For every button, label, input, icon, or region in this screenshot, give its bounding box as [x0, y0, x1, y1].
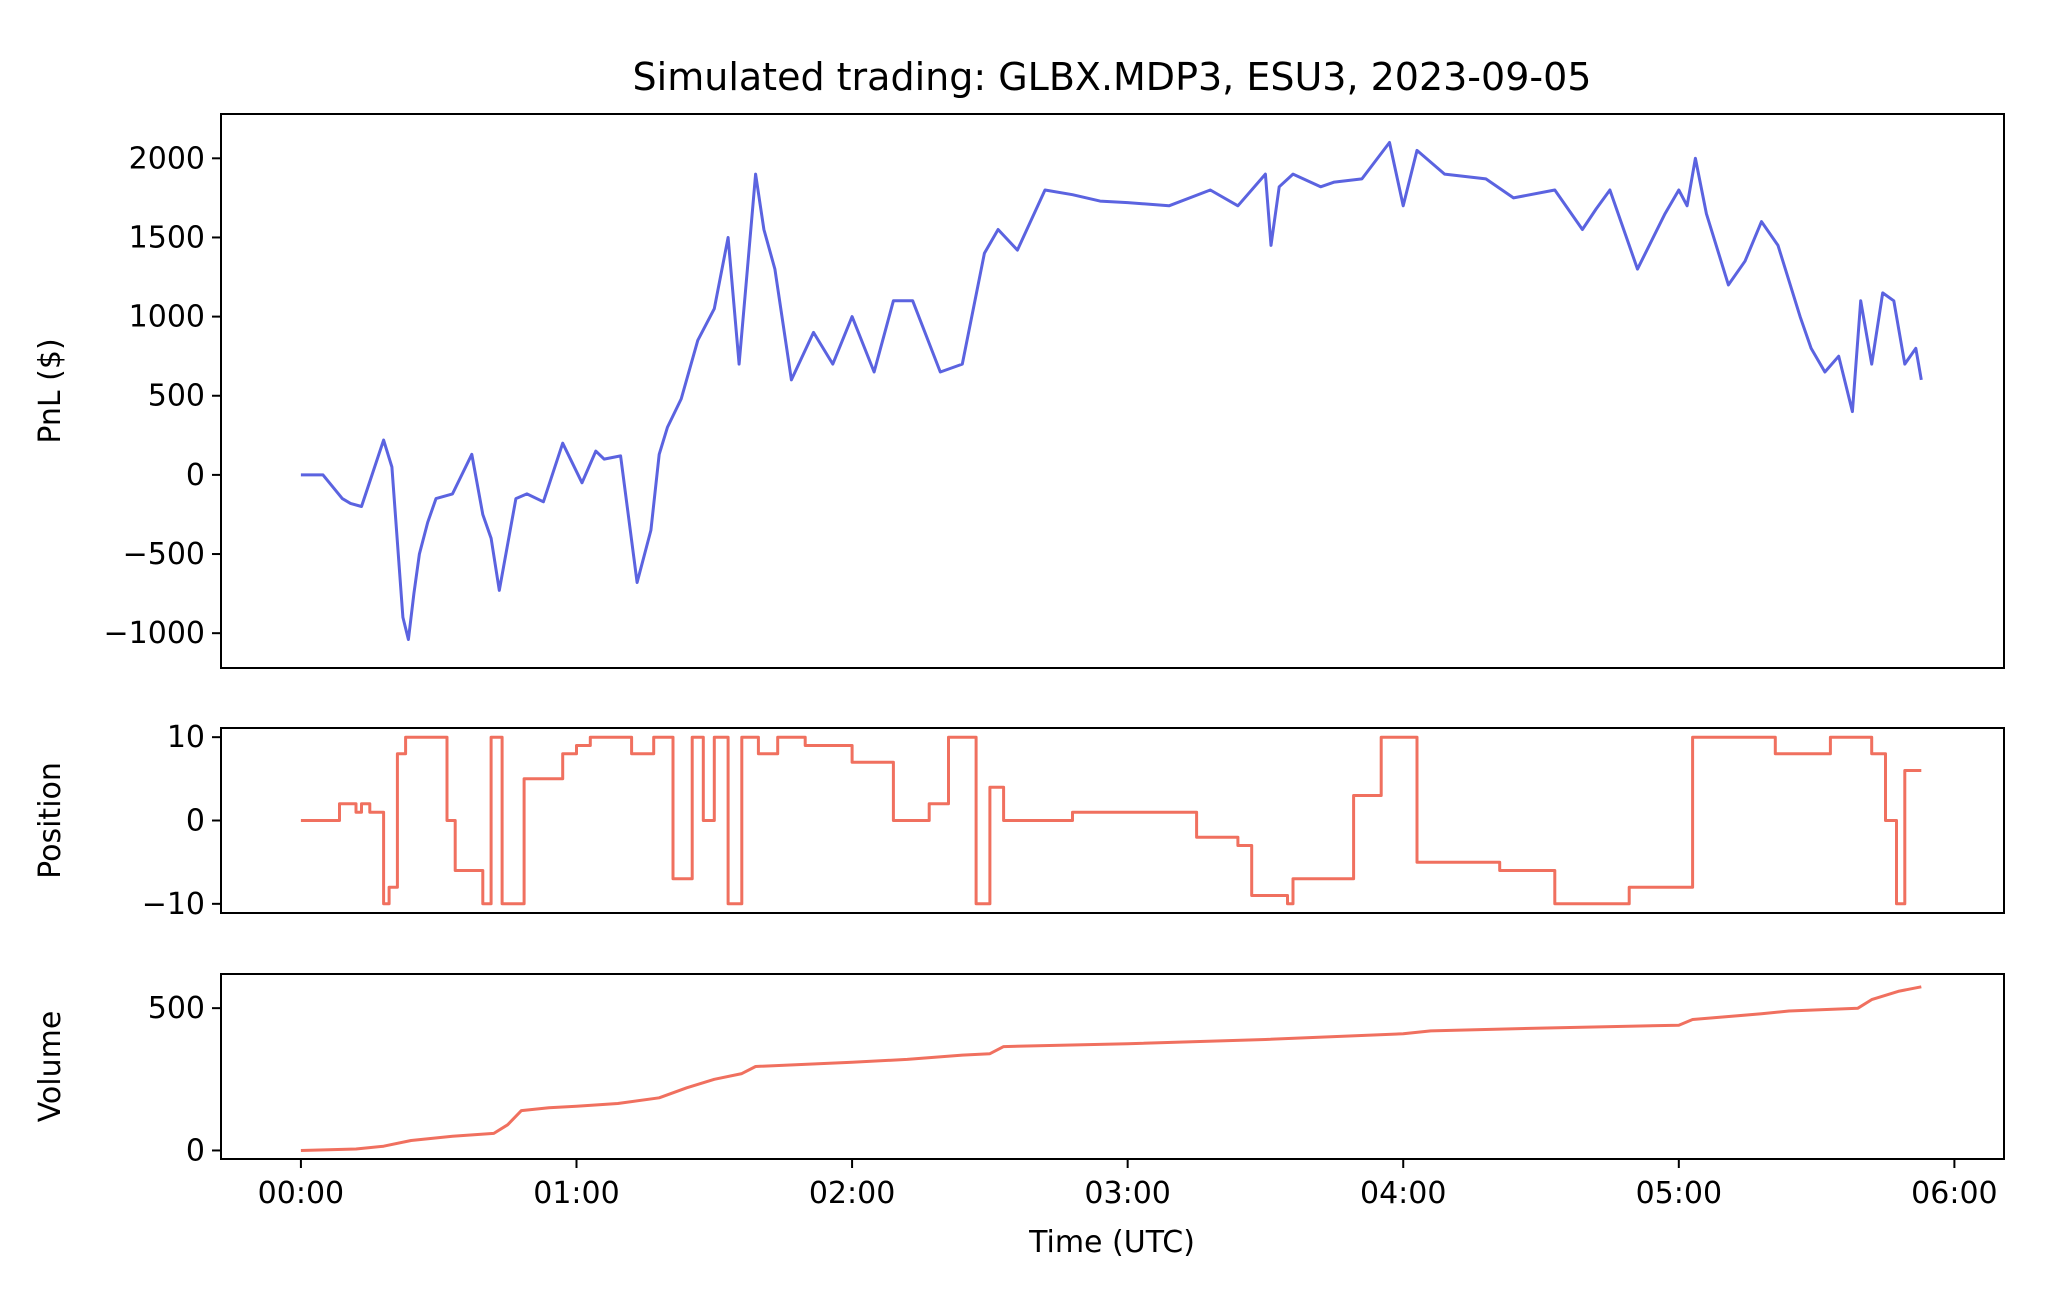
x-axis-label: Time (UTC) — [1028, 1225, 1195, 1260]
pnl-y-tick-label: −1000 — [104, 616, 205, 651]
volume-y-tick-label: 500 — [148, 991, 205, 1026]
volume-axes-frame — [220, 973, 2005, 1160]
pnl-y-tick-label: −500 — [123, 537, 205, 572]
position-y-tick-label: 10 — [167, 720, 205, 755]
x-tick-label: 04:00 — [1360, 1176, 1446, 1211]
x-tick-label: 02:00 — [809, 1176, 895, 1211]
pnl-y-tick-label: 1500 — [129, 220, 205, 255]
pnl-y-tick-label: 500 — [148, 379, 205, 414]
pnl-series-line — [300, 141, 1923, 641]
x-tick-label: 06:00 — [1911, 1176, 1997, 1211]
volume-series-line — [300, 985, 1922, 1152]
pnl-axes-frame — [220, 113, 2005, 669]
x-tick-label: 01:00 — [533, 1176, 619, 1211]
volume-y-axis-label: Volume — [33, 1011, 68, 1123]
x-tick-label: 00:00 — [258, 1176, 344, 1211]
position-panel: −10 0 10 Position — [33, 720, 2005, 922]
position-axes-frame — [220, 727, 2005, 914]
position-y-tick-label: 0 — [186, 804, 205, 839]
x-tick-label: 05:00 — [1636, 1176, 1722, 1211]
pnl-y-tick-label: 1000 — [129, 300, 205, 335]
position-y-tick-label: −10 — [142, 887, 205, 922]
volume-panel: 0 500 Volume 00:00 01:00 02:00 03:00 04:00 05:00… — [33, 973, 2005, 1211]
pnl-y-tick-label: 2000 — [129, 141, 205, 176]
x-tick-label: 03:00 — [1084, 1176, 1170, 1211]
position-y-axis-label: Position — [33, 762, 68, 879]
pnl-y-tick-label: 0 — [186, 458, 205, 493]
pnl-panel: −1000 −500 0 500 1000 1500 2000 PnL ($) — [33, 113, 2005, 669]
pnl-y-axis-label: PnL ($) — [33, 338, 68, 443]
volume-y-tick-label: 0 — [186, 1133, 205, 1168]
position-series-line — [300, 735, 1922, 906]
chart-title: Simulated trading: GLBX.MDP3, ESU3, 2023… — [633, 55, 1592, 99]
